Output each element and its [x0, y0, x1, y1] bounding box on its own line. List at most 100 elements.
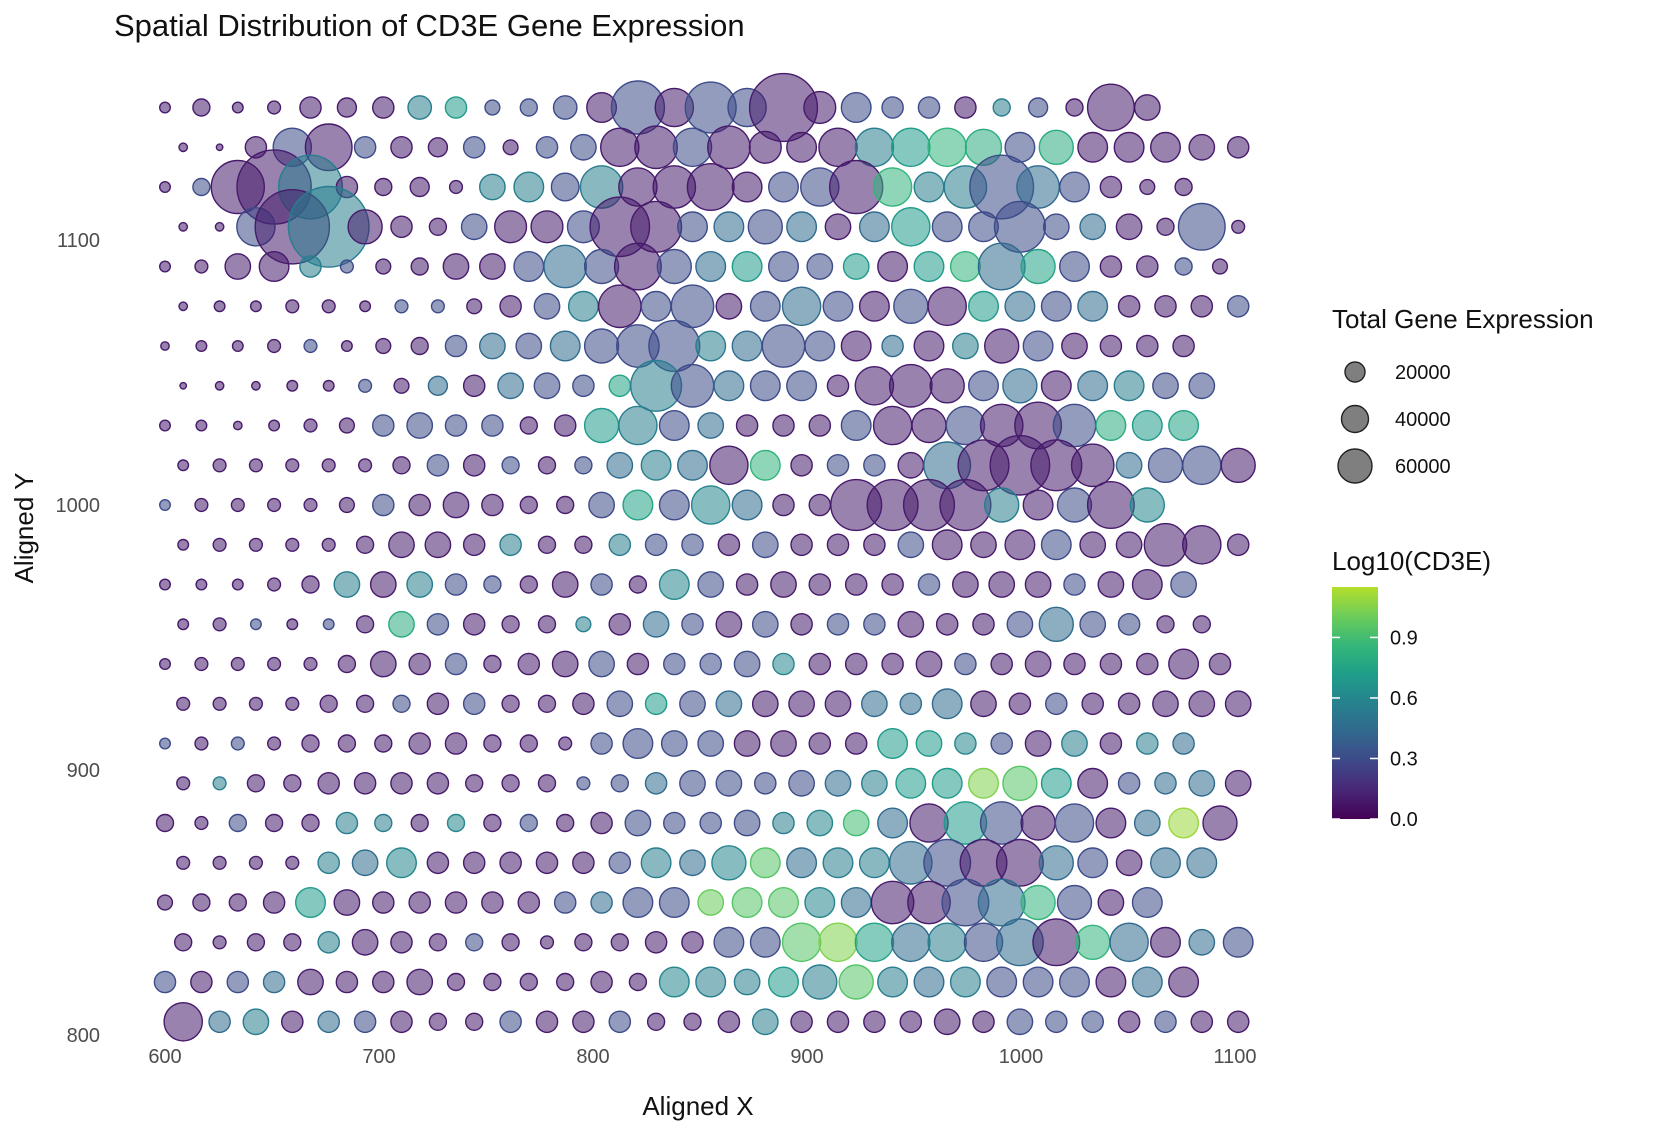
data-point	[826, 374, 850, 398]
data-point	[897, 610, 925, 638]
data-point	[735, 573, 759, 596]
data-point	[543, 244, 588, 289]
data-point	[499, 1010, 522, 1034]
data-point	[1226, 294, 1250, 318]
data-point	[242, 1008, 270, 1036]
data-point	[842, 809, 870, 837]
data-point	[681, 931, 704, 954]
data-point	[1032, 918, 1081, 967]
data-point	[713, 211, 745, 243]
data-point	[285, 458, 300, 473]
data-point	[872, 405, 913, 446]
data-point	[1168, 648, 1200, 680]
size-legend-label: 20000	[1395, 362, 1451, 384]
data-point	[1156, 217, 1175, 237]
data-point	[267, 497, 282, 513]
data-point	[970, 690, 997, 718]
colorbar-tick-label: 0.0	[1390, 809, 1418, 831]
data-point	[768, 966, 800, 998]
data-point	[1211, 258, 1229, 275]
x-axis-ticks: 600 700 800 900 1000 1100	[148, 1046, 1256, 1068]
data-point	[519, 813, 538, 833]
data-point	[1040, 767, 1072, 799]
data-point	[697, 571, 725, 598]
data-point	[481, 891, 504, 914]
data-point	[970, 531, 997, 559]
data-point	[731, 171, 763, 203]
data-point	[212, 537, 227, 552]
data-point	[337, 734, 357, 753]
data-point	[442, 491, 470, 519]
data-point	[677, 449, 709, 481]
data-point	[731, 887, 763, 919]
data-point	[977, 242, 1026, 291]
data-point	[1086, 481, 1135, 530]
data-point	[301, 813, 320, 833]
data-point	[214, 221, 225, 232]
data-point	[1182, 445, 1222, 486]
data-point	[570, 133, 597, 161]
data-point	[731, 489, 763, 521]
data-point	[390, 135, 413, 159]
data-point	[501, 774, 520, 793]
data-point	[483, 575, 502, 594]
data-point	[826, 533, 850, 557]
data-point	[1074, 924, 1111, 960]
data-point	[1042, 213, 1070, 241]
data-point	[1008, 692, 1032, 716]
data-point	[1168, 807, 1200, 839]
data-point	[770, 571, 797, 598]
data-point	[426, 692, 450, 716]
data-point	[808, 414, 832, 437]
data-point	[768, 250, 800, 282]
data-point	[519, 575, 538, 594]
data-point	[1038, 845, 1075, 881]
y-tick-label: 800	[67, 1025, 100, 1047]
data-point	[628, 972, 648, 992]
data-point	[158, 419, 171, 432]
data-point	[768, 887, 800, 919]
data-point	[954, 652, 977, 676]
data-point	[335, 970, 359, 994]
data-point	[583, 407, 620, 444]
data-point	[535, 1010, 559, 1034]
data-point	[1188, 133, 1216, 161]
data-point	[695, 966, 727, 998]
data-point	[628, 575, 648, 594]
data-point	[888, 363, 933, 408]
data-point	[939, 478, 992, 532]
data-point	[891, 206, 931, 247]
data-point	[1174, 177, 1193, 197]
data-point	[558, 736, 573, 751]
data-point	[359, 300, 372, 313]
data-point	[317, 1010, 341, 1034]
data-point	[390, 772, 413, 795]
data-point	[462, 135, 486, 159]
data-point	[644, 772, 668, 795]
size-legend-key	[1337, 448, 1373, 484]
data-point	[178, 301, 189, 312]
data-point	[519, 972, 538, 992]
data-point	[1079, 213, 1107, 241]
data-point	[1024, 571, 1052, 598]
data-point	[695, 330, 727, 362]
data-point	[394, 299, 409, 314]
data-point	[1188, 372, 1216, 400]
size-legend: Total Gene Expression 20000 40000 60000	[1332, 304, 1594, 484]
data-point	[877, 250, 909, 282]
data-point	[733, 650, 761, 678]
data-point	[826, 613, 850, 636]
data-point	[1139, 178, 1156, 196]
data-point	[248, 537, 264, 552]
data-point	[1222, 926, 1254, 958]
data-point	[285, 537, 300, 552]
data-point	[806, 253, 834, 280]
data-point	[644, 692, 668, 716]
data-point	[646, 1012, 666, 1031]
data-point	[679, 849, 706, 877]
data-point	[158, 658, 171, 671]
data-point	[786, 211, 818, 243]
data-point	[608, 533, 632, 557]
data-point	[893, 288, 929, 324]
